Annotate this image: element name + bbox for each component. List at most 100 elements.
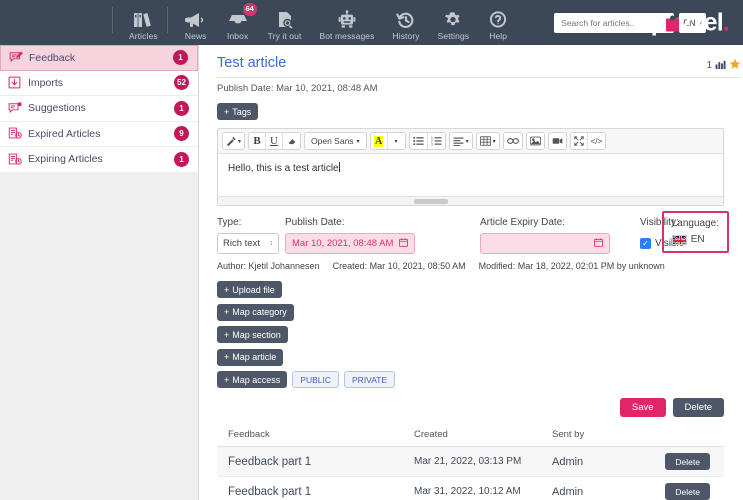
- nav-item-bot-messages[interactable]: Bot messages: [310, 0, 383, 45]
- search-input[interactable]: [559, 16, 675, 29]
- nav-item-try-it-out[interactable]: Try it out: [259, 0, 311, 45]
- clock-rewind-icon: [395, 6, 417, 30]
- access-pill-private[interactable]: PRIVATE: [344, 371, 396, 388]
- nav-label-bot-messages: Bot messages: [319, 31, 375, 41]
- map-access-button[interactable]: + Map access: [217, 371, 288, 388]
- image-icon[interactable]: [526, 133, 544, 149]
- font-name-dropdown[interactable]: Open Sans ▾: [305, 133, 366, 149]
- map-article-button[interactable]: + Map article: [217, 348, 284, 366]
- upload-file-label: Upload file: [232, 284, 275, 295]
- field-type: Type: Rich text ↕: [217, 217, 285, 254]
- article-fields-row: Type: Rich text ↕ Publish Date: Mar 10, …: [217, 211, 729, 254]
- eraser-icon[interactable]: [283, 133, 301, 149]
- feedback-table-header: Feedback Created Sent by: [217, 425, 724, 447]
- feedback-sent-by: Admin: [552, 455, 584, 468]
- delete-feedback-button[interactable]: Delete: [665, 453, 710, 470]
- language-value-row[interactable]: EN: [671, 234, 719, 245]
- table-icon[interactable]: ▾: [476, 133, 499, 149]
- bullet-list-icon[interactable]: [409, 133, 428, 149]
- add-tags-button[interactable]: + Tags: [217, 103, 259, 120]
- nav-item-news[interactable]: News: [175, 0, 217, 45]
- fullscreen-icon[interactable]: [570, 133, 588, 149]
- search-box[interactable]: [554, 12, 684, 33]
- delete-feedback-button[interactable]: Delete: [665, 483, 710, 500]
- toolbar-group-video: [547, 132, 567, 150]
- language-selector-value: EN: [683, 17, 696, 28]
- nav-item-help[interactable]: Help: [478, 0, 518, 45]
- upload-file-button[interactable]: + Upload file: [217, 281, 282, 298]
- language-field-highlight: Language: EN: [661, 211, 729, 253]
- sidebar-count-expiring-articles: 1: [174, 151, 189, 167]
- field-publish-date: Publish Date: Mar 10, 2021, 08:48 AM: [285, 217, 432, 254]
- nav-label-settings: Settings: [437, 31, 470, 41]
- logo-post: zzel: [680, 8, 723, 36]
- delete-article-button[interactable]: Delete: [672, 398, 724, 417]
- tags-row: + Tags: [217, 103, 743, 120]
- column-header-feedback: Feedback: [228, 429, 270, 440]
- meta-modified: Modified: Mar 18, 2022, 02:01 PM by unkn…: [478, 261, 665, 271]
- chevron-down-icon: ▾: [698, 19, 703, 27]
- toolbar-group-highlight: A ▾: [369, 132, 406, 150]
- scrollbar-thumb[interactable]: [414, 199, 448, 204]
- column-header-created: Created: [414, 429, 448, 440]
- toolbar-group-image: [525, 132, 545, 150]
- highlight-color-dropdown[interactable]: ▾: [387, 133, 405, 149]
- feedback-actions: Delete: [657, 453, 724, 470]
- field-label-expiry-date: Article Expiry Date:: [480, 217, 566, 228]
- format-painter-icon[interactable]: ▾: [223, 133, 245, 149]
- table-row[interactable]: Feedback part 1 Mar 31, 2022, 10:12 AM A…: [217, 477, 724, 500]
- access-pill-public[interactable]: PUBLIC: [292, 371, 340, 388]
- source-code-button[interactable]: </>: [587, 133, 606, 149]
- field-label-type: Type:: [217, 217, 242, 228]
- visible-checkbox[interactable]: ✓: [640, 238, 651, 249]
- toolbar-group-fullscreen: </>: [569, 132, 607, 150]
- underline-button[interactable]: U: [266, 133, 284, 149]
- sidebar-item-expiring-articles[interactable]: Expiring Articles 1: [0, 147, 198, 173]
- map-category-button[interactable]: + Map category: [217, 303, 294, 321]
- nav-item-history[interactable]: History: [383, 0, 428, 45]
- save-button[interactable]: Save: [619, 398, 666, 417]
- column-header-sent-by: Sent by: [552, 429, 585, 440]
- map-section-button[interactable]: + Map section: [217, 326, 288, 343]
- publish-date-input[interactable]: Mar 10, 2021, 08:48 AM: [285, 233, 415, 254]
- text-highlight-button[interactable]: A: [370, 133, 388, 149]
- nav-item-inbox[interactable]: 64 Inbox: [217, 0, 259, 45]
- link-icon[interactable]: [503, 133, 522, 149]
- calendar-icon[interactable]: [594, 237, 603, 250]
- sidebar-item-label-suggestions: Suggestions: [28, 102, 86, 115]
- star-icon[interactable]: [729, 58, 741, 73]
- editor-content-area[interactable]: Hello, this is a test article: [218, 154, 723, 196]
- sidebar-item-feedback[interactable]: Feedback 1: [0, 45, 198, 71]
- sidebar-count-suggestions: 1: [174, 100, 189, 116]
- table-row[interactable]: Feedback part 1 Mar 21, 2022, 03:13 PM A…: [217, 447, 724, 477]
- editor-horizontal-scrollbar[interactable]: [218, 196, 723, 205]
- field-language: Language: EN: [671, 218, 719, 245]
- suggestion-icon: [8, 102, 25, 115]
- align-icon[interactable]: ▾: [449, 133, 472, 149]
- toolbar-group-painter: ▾: [222, 132, 246, 150]
- type-select[interactable]: Rich text ↕: [217, 233, 279, 254]
- video-icon[interactable]: [548, 133, 566, 149]
- text-caret: [338, 162, 340, 172]
- expired-article-icon: [8, 127, 25, 140]
- nav-item-settings[interactable]: Settings: [429, 0, 479, 45]
- sidebar-item-suggestions[interactable]: Suggestions 1: [0, 96, 198, 122]
- title-divider: [217, 77, 741, 78]
- language-selector[interactable]: EN ▾: [679, 12, 707, 33]
- sidebar-item-imports[interactable]: Imports 52: [0, 70, 198, 96]
- highlight-label: A: [373, 135, 384, 147]
- field-label-publish-date: Publish Date:: [285, 217, 345, 228]
- nav-item-articles[interactable]: Articles: [120, 0, 167, 45]
- sidebar: Feedback 1 Imports 52: [0, 45, 199, 500]
- sidebar-item-expired-articles[interactable]: Expired Articles 9: [0, 121, 198, 147]
- bold-button[interactable]: B: [249, 133, 267, 149]
- bar-chart-icon[interactable]: [715, 59, 726, 73]
- plus-icon: +: [224, 352, 230, 362]
- rich-text-editor: ▾ B U Open Sans ▾ A: [217, 128, 724, 206]
- expiry-date-input[interactable]: [480, 233, 610, 254]
- add-tags-label: Tags: [232, 106, 252, 117]
- publish-date-value: Mar 10, 2021, 08:48 AM: [292, 238, 394, 249]
- nav-items: Articles News 64 Inbox: [112, 0, 518, 45]
- calendar-icon[interactable]: [399, 237, 408, 250]
